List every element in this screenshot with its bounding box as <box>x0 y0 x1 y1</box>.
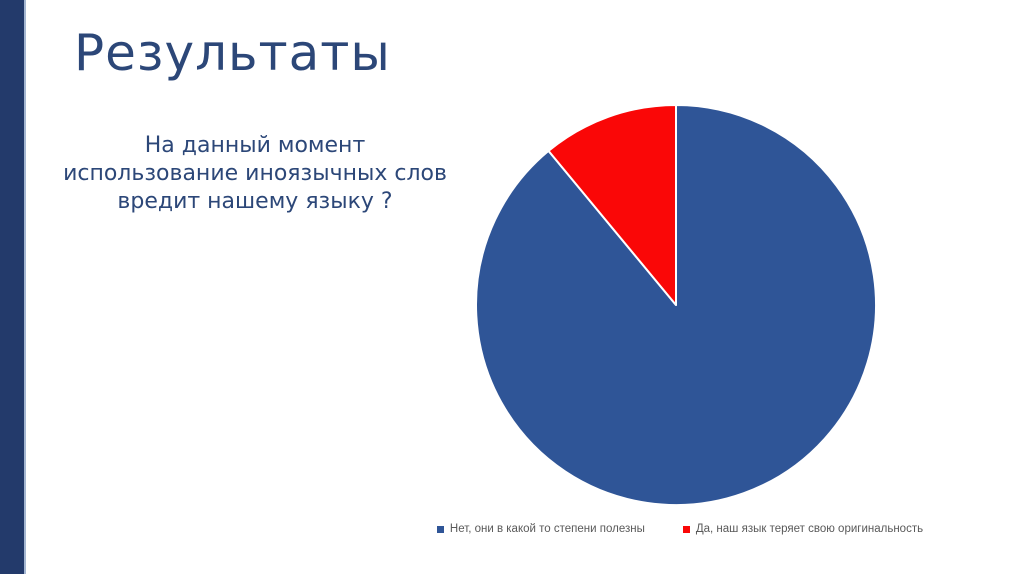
left-accent-bar <box>0 0 24 574</box>
legend-marker-blue-icon <box>436 525 444 533</box>
pie-chart: Нет, они в какой то степени полезны Да, … <box>430 95 930 545</box>
slide-title: Результаты <box>74 24 391 82</box>
left-accent-bar-edge <box>24 0 26 574</box>
pie-svg <box>475 104 877 506</box>
pie-plot-area <box>474 103 878 507</box>
pie-slice-1 <box>547 104 677 306</box>
legend-label-no: Нет, они в какой то степени полезны <box>449 523 645 535</box>
legend-marker-red-icon <box>682 525 690 533</box>
question-line-2: использование иноязычных слов <box>63 161 447 186</box>
question-line-3: вредит нашему языку ? <box>117 189 393 214</box>
question-line-1: На данный момент <box>144 133 366 158</box>
chart-legend: Нет, они в какой то степени полезны Да, … <box>430 523 930 535</box>
legend-item-yes: Да, наш язык теряет свою оригинальность <box>682 523 924 535</box>
legend-label-yes: Да, наш язык теряет свою оригинальность <box>695 523 924 535</box>
pie-slice-0 <box>475 104 877 506</box>
question-text-block: На данный момент использование иноязычны… <box>38 132 472 216</box>
legend-item-no: Нет, они в какой то степени полезны <box>436 523 645 535</box>
